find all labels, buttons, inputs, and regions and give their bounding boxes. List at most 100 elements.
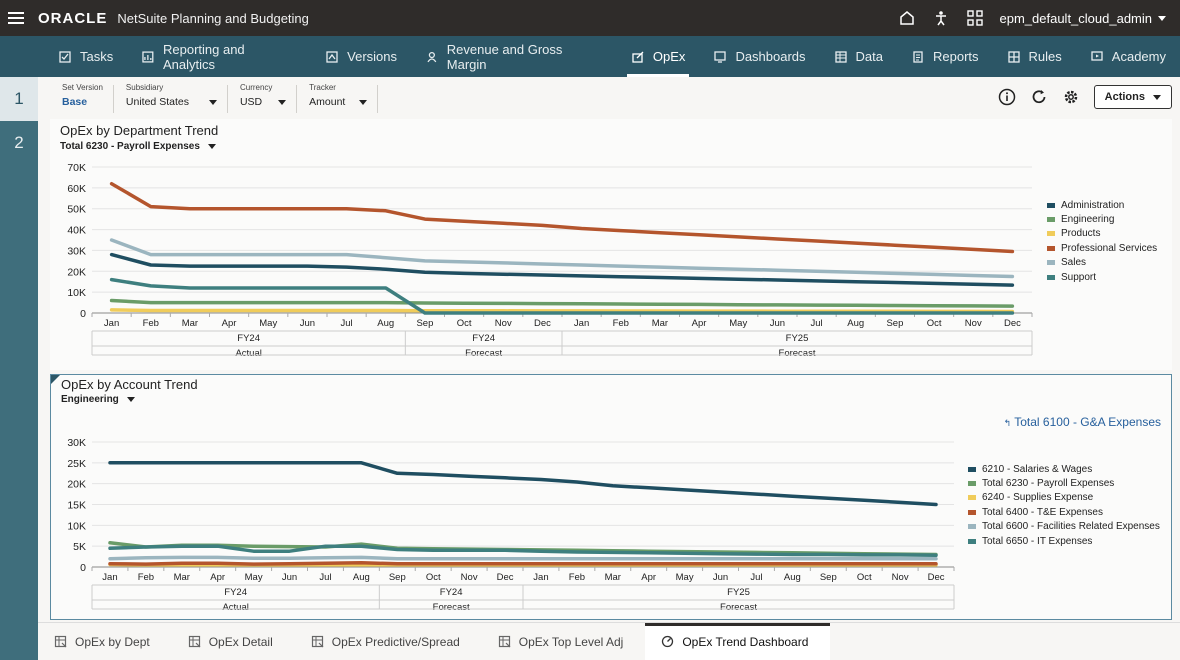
y-tick-label: 10K — [67, 287, 86, 299]
account-selector[interactable]: Total 6230 - Payroll Expenses — [60, 141, 216, 152]
currency-dropdown-icon[interactable] — [278, 99, 287, 105]
x-tick-label: Aug — [353, 572, 370, 583]
x-tick-label: Dec — [497, 572, 514, 583]
app-header: ORACLE NetSuite Planning and Budgeting e… — [0, 0, 1180, 36]
legend-item[interactable]: Sales — [1047, 256, 1157, 270]
refresh-icon[interactable] — [1030, 88, 1048, 106]
nav-tab-label: Tasks — [80, 49, 114, 64]
nav-tab-reporting-and-analytics[interactable]: Reporting and Analytics — [127, 36, 311, 77]
info-icon[interactable] — [998, 88, 1016, 106]
legend-swatch — [1047, 231, 1055, 237]
opex-by-department-panel: OpEx by Department Trend Total 6230 - Pa… — [50, 119, 1172, 370]
department-selector-caret-icon[interactable] — [126, 397, 135, 402]
left-rail: 1 2 — [0, 77, 38, 660]
tracker-value[interactable]: Amount — [309, 96, 346, 108]
legend-item[interactable]: 6240 - Supplies Expense — [968, 491, 1160, 505]
dashboard-tab-opex-detail[interactable]: OpEx Detail — [172, 623, 295, 660]
dashboard-tab-opex-top-level-adj[interactable]: OpEx Top Level Adj — [482, 623, 646, 660]
x-tick-label: Dec — [534, 318, 551, 329]
account-selector-caret-icon[interactable] — [207, 144, 216, 149]
subsidiary-filter[interactable]: Subsidiary United States — [114, 77, 227, 119]
legend-item[interactable]: Total 6600 - Facilities Related Expenses — [968, 520, 1160, 534]
nav-tab-reports[interactable]: Reports — [897, 36, 993, 77]
nav-tab-dashboards[interactable]: Dashboards — [699, 36, 819, 77]
panel-title: OpEx by Account Trend — [61, 377, 198, 392]
y-tick-label: 30K — [67, 437, 86, 449]
dashboard-tab-label: OpEx Predictive/Spread — [331, 634, 460, 649]
series-line-support — [109, 277, 1015, 315]
navigator-grid-icon[interactable] — [966, 9, 984, 27]
set-version-filter[interactable]: Set Version Base — [38, 77, 113, 119]
legend-swatch — [968, 538, 976, 544]
department-selector-value[interactable]: Engineering — [61, 394, 119, 405]
tasks-icon — [59, 50, 71, 63]
series-line-total-6400-t-e-expenses — [108, 561, 938, 566]
legend-item[interactable]: Engineering — [1047, 212, 1157, 226]
form-icon — [54, 635, 67, 648]
y-tick-label: 50K — [67, 204, 86, 216]
divider — [296, 85, 298, 113]
group-scenario-label: Forecast — [779, 348, 816, 359]
nav-tab-label: Versions — [347, 49, 398, 64]
legend-item[interactable]: Professional Services — [1047, 241, 1157, 255]
series-line-6210-salaries-wages — [108, 461, 938, 507]
legend-item[interactable]: Total 6650 - IT Expenses — [968, 534, 1160, 548]
legend-swatch — [968, 524, 976, 530]
dashboard-tab-opex-predictive-spread[interactable]: OpEx Predictive/Spread — [295, 623, 482, 660]
dashboard-tab-opex-by-dept[interactable]: OpEx by Dept — [38, 623, 172, 660]
nav-tab-revenue-and-gross-margin[interactable]: Revenue and Gross Margin — [411, 36, 617, 77]
nav-tab-opex[interactable]: OpEx — [617, 36, 700, 77]
actions-button[interactable]: Actions — [1093, 85, 1172, 109]
accessibility-icon[interactable] — [932, 9, 950, 27]
legend-label: Sales — [1061, 257, 1087, 269]
user-menu-caret-icon[interactable] — [1158, 15, 1166, 21]
set-version-value[interactable]: Base — [62, 96, 88, 108]
rail-tab-1[interactable]: 1 — [0, 77, 38, 121]
nav-tab-data[interactable]: Data — [820, 36, 897, 77]
legend-item[interactable]: Products — [1047, 227, 1157, 241]
user-menu[interactable]: epm_default_cloud_admin — [999, 10, 1153, 26]
legend-label: Total 6650 - IT Expenses — [982, 535, 1093, 547]
legend-item[interactable]: Total 6400 - T&E Expenses — [968, 505, 1160, 519]
account-selector-value[interactable]: Total 6230 - Payroll Expenses — [60, 141, 200, 152]
set-version-label: Set Version — [62, 83, 103, 92]
legend-item[interactable]: Total 6230 - Payroll Expenses — [968, 476, 1160, 490]
settings-gear-icon[interactable] — [1062, 88, 1080, 106]
x-tick-label: Jan — [574, 318, 589, 329]
x-tick-label: Jun — [770, 318, 785, 329]
drill-up-label[interactable]: Total 6100 - G&A Expenses — [1014, 415, 1161, 429]
legend-swatch — [968, 509, 976, 515]
x-tick-label: Oct — [857, 572, 872, 583]
drill-up-link[interactable]: ↰ Total 6100 - G&A Expenses — [1004, 415, 1161, 429]
x-tick-label: Feb — [143, 318, 159, 329]
tracker-filter[interactable]: Tracker Amount — [297, 77, 377, 119]
x-tick-label: Jul — [319, 572, 331, 583]
department-selector[interactable]: Engineering — [61, 394, 135, 405]
home-icon[interactable] — [898, 9, 916, 27]
legend-item[interactable]: Support — [1047, 270, 1157, 284]
subsidiary-value[interactable]: United States — [125, 96, 189, 108]
nav-tab-academy[interactable]: Academy — [1076, 36, 1180, 77]
currency-value[interactable]: USD — [239, 96, 263, 108]
hamburger-menu-icon[interactable] — [8, 12, 24, 24]
legend-item[interactable]: 6210 - Salaries & Wages — [968, 462, 1160, 476]
rail-tab-2[interactable]: 2 — [14, 133, 24, 152]
department-legend: Administration Engineering Products Profess… — [1047, 198, 1157, 284]
x-tick-label: Jul — [341, 318, 353, 329]
opex-by-account-panel: OpEx by Account Trend Engineering ↰ Tota… — [50, 374, 1172, 620]
nav-tab-rules[interactable]: Rules — [993, 36, 1076, 77]
currency-filter[interactable]: Currency USD — [228, 77, 296, 119]
nav-tab-versions[interactable]: Versions — [311, 36, 411, 77]
x-tick-label: May — [676, 572, 694, 583]
x-tick-label: May — [729, 318, 747, 329]
series-line-professional-services — [109, 181, 1015, 254]
x-tick-label: Apr — [641, 572, 656, 583]
x-tick-label: Nov — [495, 318, 512, 329]
tracker-dropdown-icon[interactable] — [359, 99, 368, 105]
legend-item[interactable]: Administration — [1047, 198, 1157, 212]
nav-tab-tasks[interactable]: Tasks — [44, 36, 127, 77]
x-tick-label: Jun — [300, 318, 315, 329]
x-tick-label: Sep — [389, 572, 406, 583]
subsidiary-dropdown-icon[interactable] — [208, 99, 217, 105]
dashboard-tab-opex-trend-dashboard[interactable]: OpEx Trend Dashboard — [645, 622, 831, 660]
